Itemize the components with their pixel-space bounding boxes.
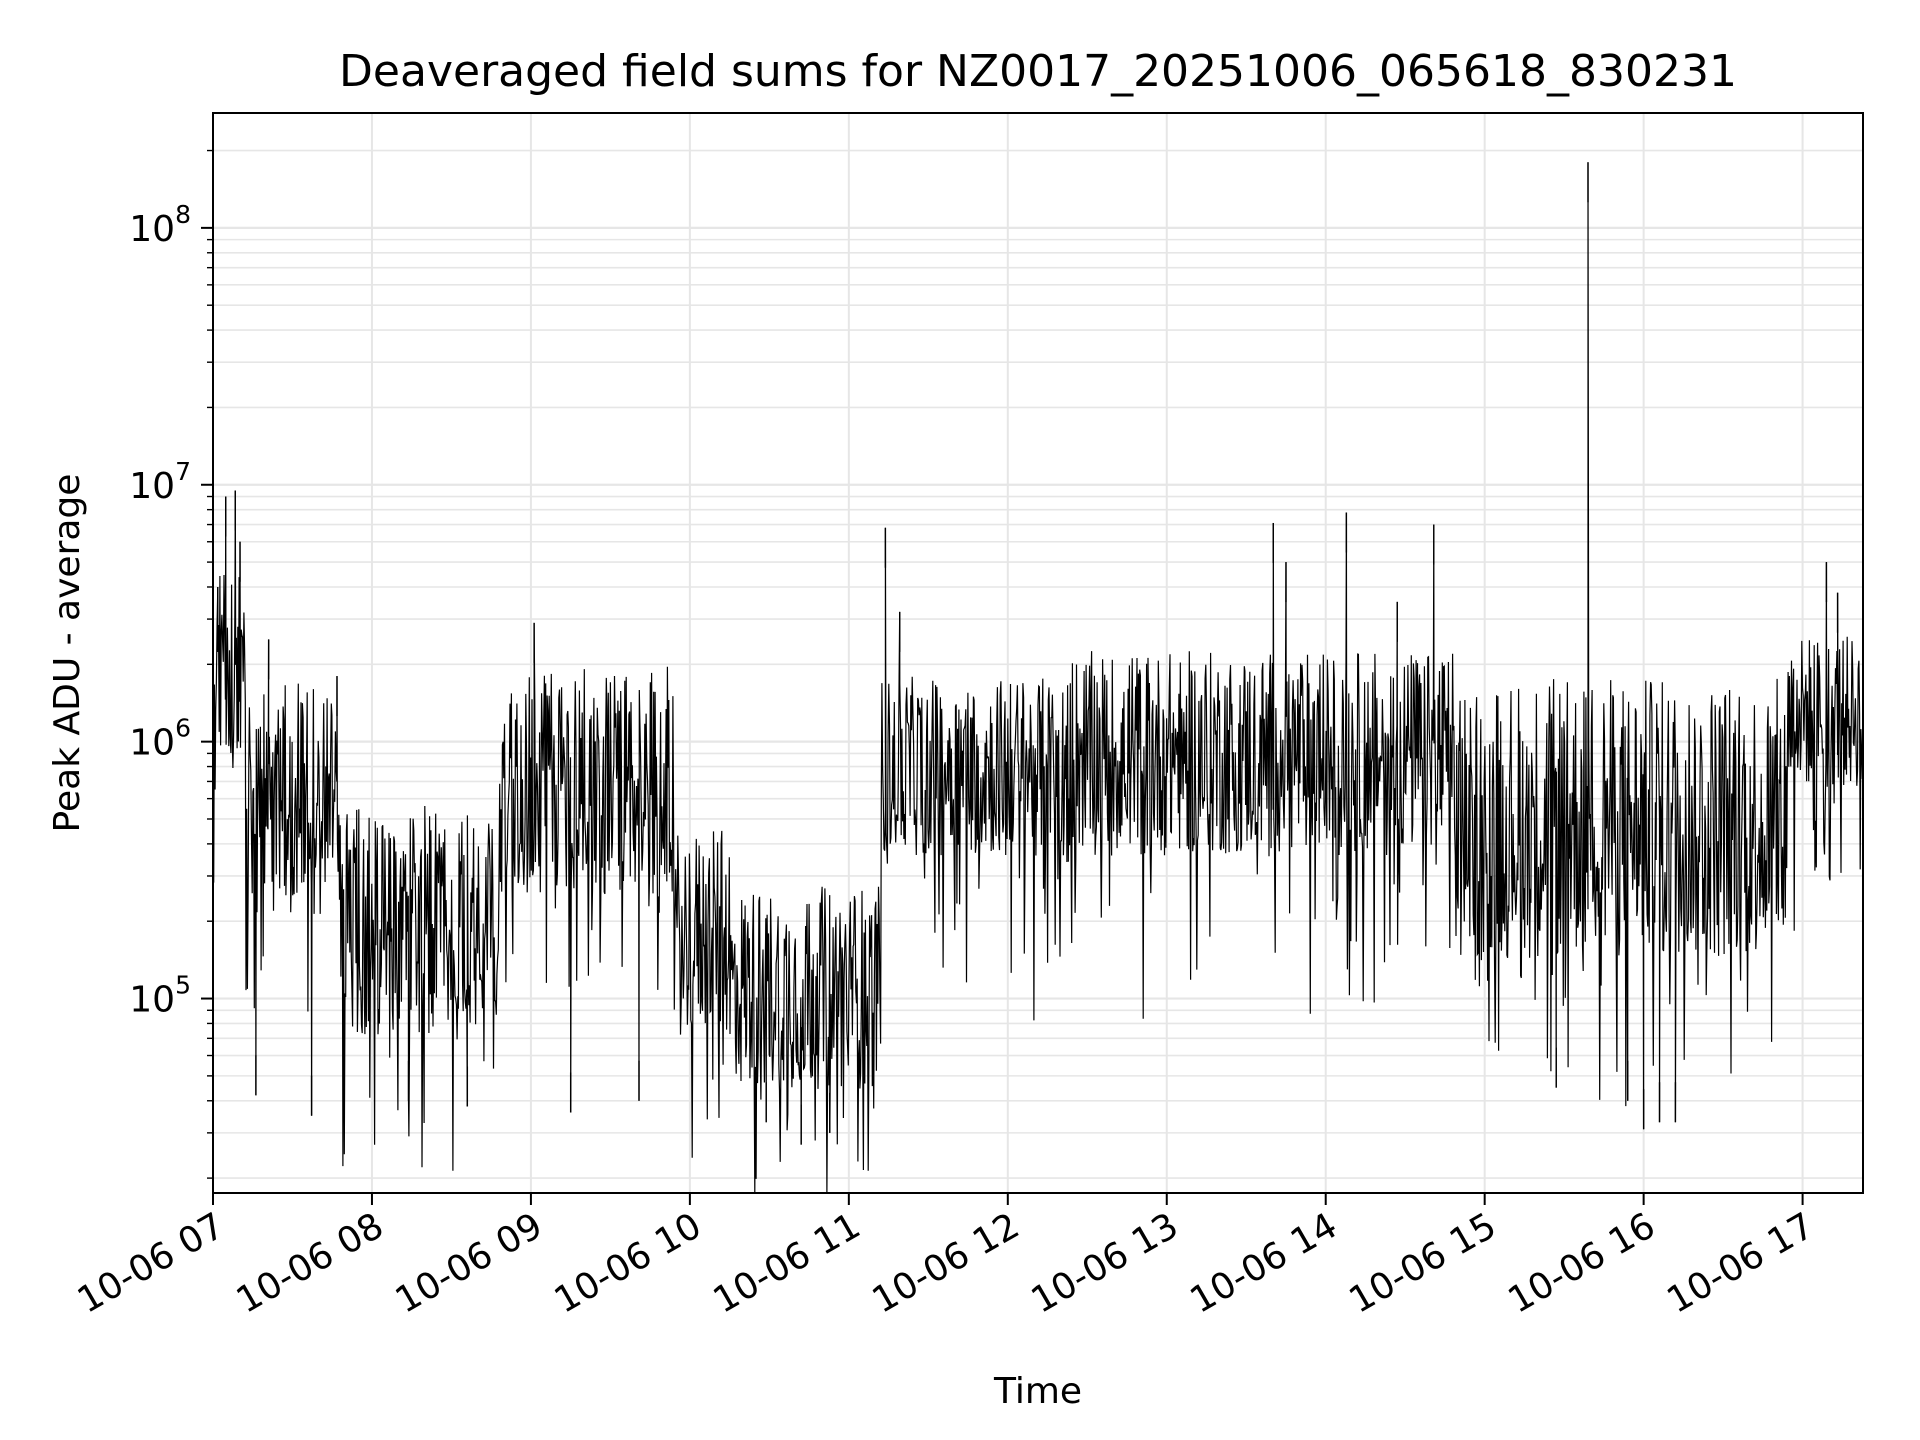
chart-title: Deaveraged field sums for NZ0017_2025100… [339, 46, 1737, 97]
y-axis-label: Peak ADU - average [47, 474, 88, 833]
y-tick-label: 108 [129, 200, 191, 250]
y-tick-base: 10 [129, 980, 175, 1021]
x-axis-label: Time [993, 1371, 1082, 1412]
y-tick-label: 107 [129, 457, 191, 507]
y-tick-base: 10 [129, 209, 175, 250]
y-tick-exponent: 6 [175, 714, 191, 743]
y-tick-exponent: 5 [175, 971, 191, 1000]
plot-frame [212, 112, 1864, 1194]
y-tick-base: 10 [129, 723, 175, 764]
y-tick-base: 10 [129, 466, 175, 507]
y-tick-exponent: 7 [175, 457, 191, 486]
series-layer [212, 162, 1864, 1194]
y-tick-label: 106 [129, 714, 191, 764]
series-line [212, 162, 1864, 1194]
y-tick-label: 105 [129, 971, 191, 1021]
y-tick-exponent: 8 [175, 200, 191, 229]
